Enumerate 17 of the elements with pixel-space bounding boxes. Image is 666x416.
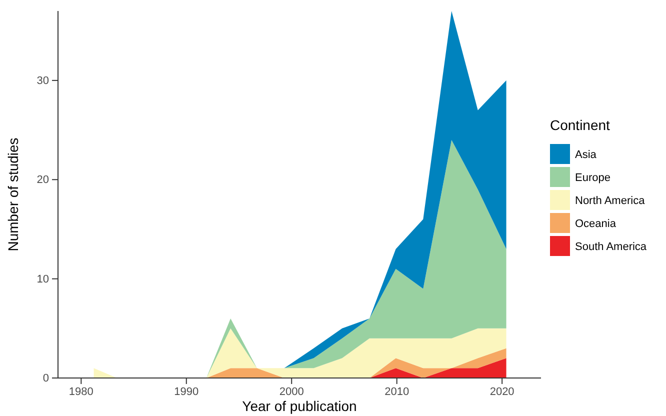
y-axis-title: Number of studies: [5, 138, 21, 252]
x-tick-label: 1990: [174, 386, 199, 398]
x-tick-label: 1980: [68, 386, 94, 398]
legend-label: Asia: [575, 149, 598, 161]
y-tick-label: 30: [36, 74, 49, 87]
legend-label: South America: [575, 241, 648, 253]
y-tick-label: 20: [36, 174, 49, 186]
x-axis-title: Year of publication: [242, 398, 357, 414]
y-tick-label: 0: [42, 372, 49, 385]
x-tick-label: 2000: [279, 386, 304, 398]
legend-label: Europe: [575, 172, 610, 184]
legend-label: North America: [575, 195, 646, 207]
y-tick-label: 10: [36, 273, 49, 286]
legend-label: Oceania: [575, 218, 617, 230]
x-tick-label: 2020: [490, 386, 514, 398]
x-tick-label: 2010: [384, 386, 410, 398]
legend-title: Continent: [550, 117, 610, 133]
